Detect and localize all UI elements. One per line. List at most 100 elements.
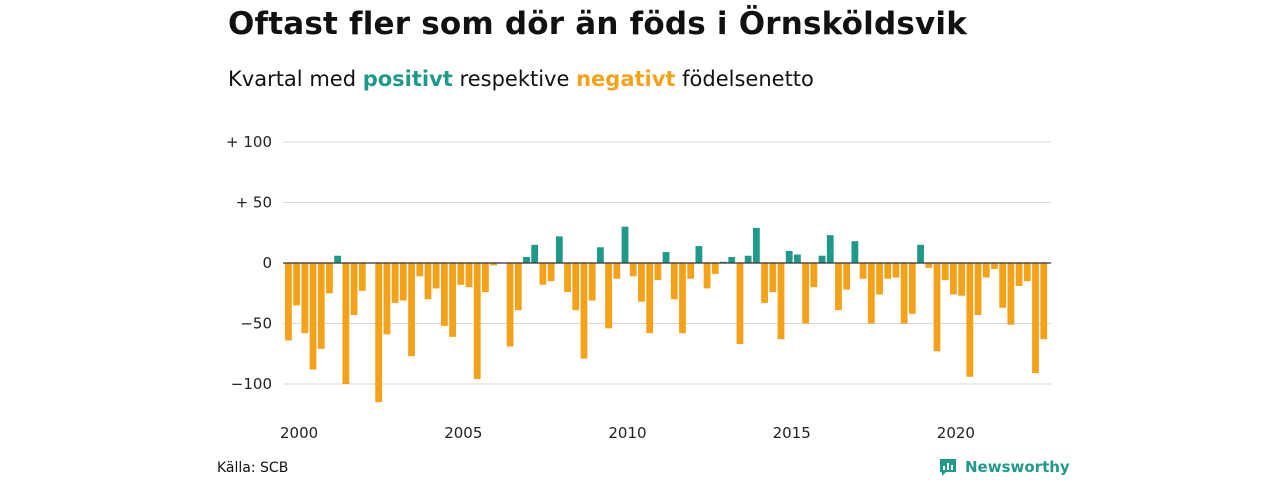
bar: [638, 263, 645, 302]
bar: [539, 263, 547, 285]
bar: [917, 244, 924, 263]
x-tick-label: 2000: [280, 424, 318, 442]
bar: [399, 263, 407, 301]
bar: [703, 263, 711, 289]
bar: [867, 263, 875, 324]
bar: [769, 263, 777, 293]
bar: [1015, 263, 1023, 286]
bar: [523, 256, 530, 263]
bar: [555, 236, 563, 263]
source-note: Källa: SCB: [217, 460, 289, 476]
bar: [1023, 263, 1031, 282]
y-tick-label: + 50: [236, 194, 272, 212]
y-tick-label: −50: [240, 315, 272, 333]
bar: [999, 263, 1007, 308]
chart-subtitle: Kvartal med positivt respektive negativt…: [228, 67, 814, 91]
bar: [432, 263, 440, 289]
bar: [629, 263, 637, 277]
bar: [440, 263, 448, 326]
bar: [531, 244, 539, 263]
x-axis-tick-labels: 2000 2005 2010 2015 2020: [280, 424, 975, 442]
bar: [859, 263, 867, 279]
brand-logo[interactable]: Newsworthy: [938, 457, 1070, 477]
bar: [876, 263, 883, 295]
bars: [285, 226, 1048, 403]
bar: [966, 263, 974, 377]
bar: [301, 263, 309, 334]
bar: [424, 263, 432, 300]
bar: [293, 263, 301, 306]
bar: [810, 263, 818, 288]
bar: [884, 263, 892, 279]
bar: [941, 263, 949, 280]
y-tick-label: 0: [262, 254, 272, 272]
bar: [375, 263, 383, 403]
bar: [457, 263, 465, 285]
bar: [482, 263, 489, 293]
bar: [326, 263, 333, 294]
bar: [991, 263, 998, 270]
bar: [408, 263, 415, 357]
subtitle-positive-word: positivt: [362, 67, 453, 91]
bar: [621, 226, 629, 263]
newsworthy-logo-icon: [940, 459, 956, 476]
subtitle-prefix: Kvartal med: [228, 67, 357, 91]
bar: [720, 261, 727, 263]
bar: [687, 263, 695, 279]
bar: [465, 263, 473, 288]
bar: [761, 263, 768, 303]
x-tick-label: 2010: [608, 424, 646, 442]
bar: [391, 263, 399, 303]
bar: [350, 263, 358, 316]
bar: [1032, 263, 1039, 374]
bar: [317, 263, 325, 349]
bar: [613, 263, 621, 279]
bar: [851, 241, 859, 263]
bar: [711, 263, 719, 274]
y-tick-label: −100: [231, 375, 272, 393]
y-axis-tick-labels: + 100 + 50 0 −50 −100: [226, 133, 272, 393]
bar: [892, 263, 900, 278]
bar: [514, 263, 522, 311]
bar: [933, 263, 941, 352]
x-tick-label: 2020: [937, 424, 975, 442]
bar: [925, 263, 933, 268]
y-tick-label: + 100: [226, 133, 272, 151]
bar: [596, 247, 604, 263]
bar: [309, 263, 317, 370]
bar: [547, 263, 555, 282]
bar: [1007, 263, 1015, 325]
bar: [662, 252, 670, 263]
bar: [358, 263, 366, 291]
subtitle-middle: respektive: [459, 67, 570, 91]
bar: [950, 263, 957, 295]
bar: [334, 255, 342, 263]
bar: [449, 263, 456, 337]
x-tick-label: 2015: [773, 424, 811, 442]
bar: [802, 263, 810, 324]
bar: [900, 263, 908, 324]
bar: [588, 263, 596, 301]
bar: [679, 263, 686, 334]
bar: [572, 263, 580, 311]
bar: [670, 263, 678, 300]
x-tick-label: 2005: [444, 424, 482, 442]
chart-title: Oftast fler som dör än föds i Örnsköldsv…: [228, 6, 968, 42]
bar: [982, 263, 990, 278]
bar: [728, 256, 736, 263]
brand-name: Newsworthy: [965, 458, 1070, 476]
bar: [506, 263, 514, 347]
bar: [777, 263, 785, 340]
bar: [908, 263, 916, 314]
bar: [695, 246, 703, 263]
bar: [736, 263, 744, 345]
bar: [342, 263, 350, 384]
bar: [843, 263, 851, 290]
bar: [564, 263, 571, 293]
bar: [744, 255, 752, 263]
bar: [818, 255, 826, 263]
bar: [285, 263, 292, 341]
bar: [383, 263, 391, 335]
bar: [974, 263, 982, 316]
subtitle-suffix: födelsenetto: [682, 67, 814, 91]
